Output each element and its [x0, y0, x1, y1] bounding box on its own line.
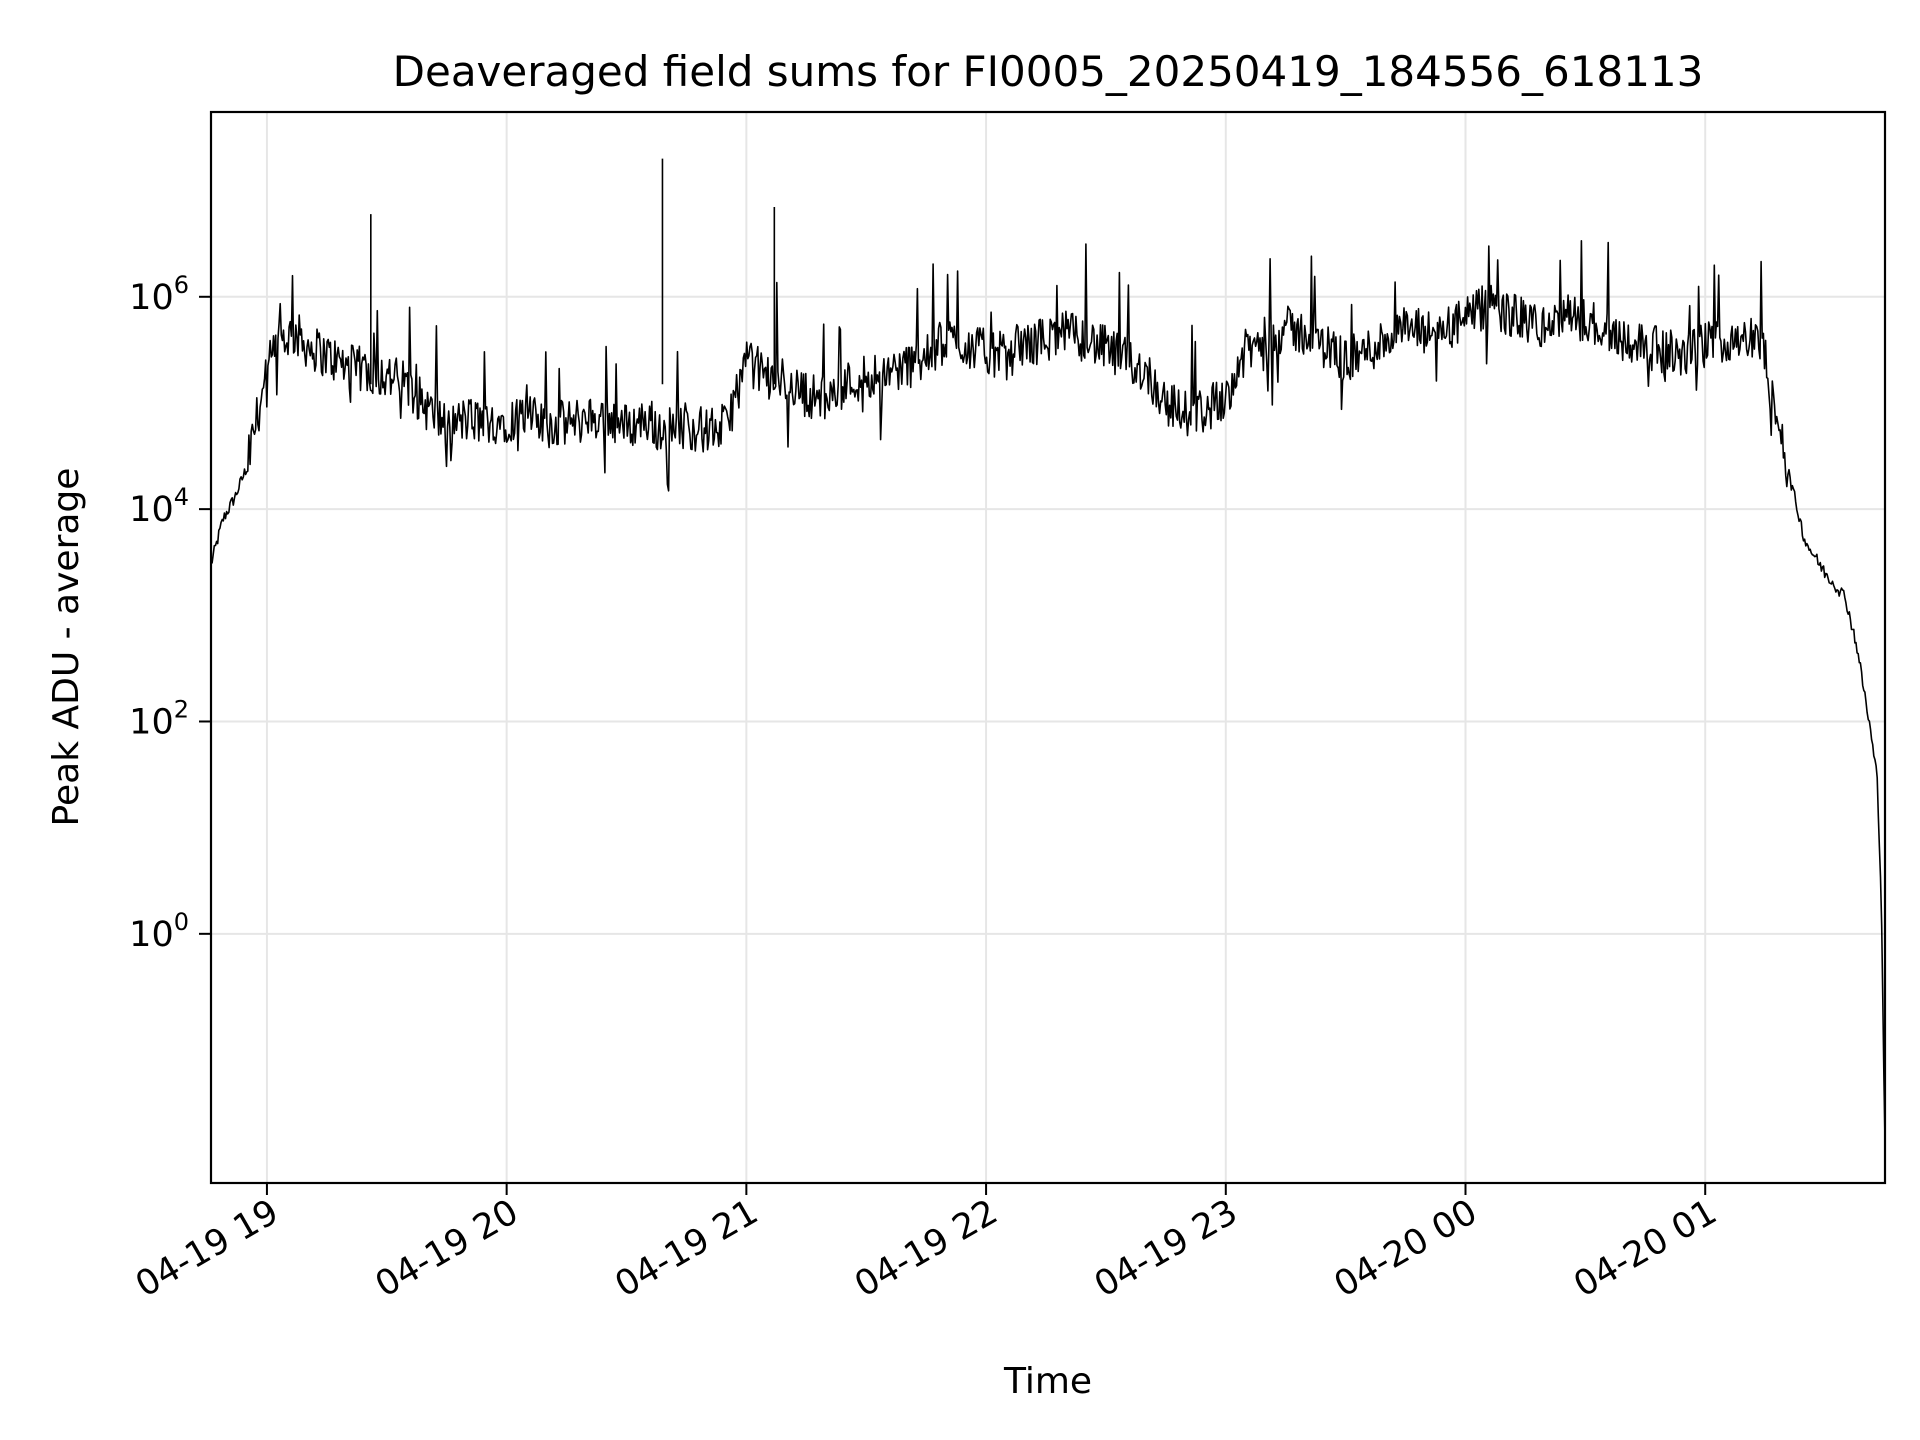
tick-layer: 04-19 19 04-19 20 04-19 21 04-19 22 04-19 23…	[129, 271, 1724, 1306]
series-line	[210, 240, 1886, 1142]
x-tick-label: 04-19 19	[129, 1192, 285, 1305]
x-tick-label: 04-19 21	[609, 1192, 765, 1305]
x-axis-label: Time	[1003, 1361, 1092, 1402]
y-tick-label: 106	[129, 271, 189, 318]
chart-title: Deaveraged field sums for FI0005_2025041…	[393, 47, 1704, 96]
y-axis-label: Peak ADU - average	[46, 468, 87, 827]
x-tick-label: 04-19 22	[848, 1192, 1004, 1305]
x-tick-label: 04-20 00	[1328, 1192, 1484, 1305]
y-tick-label: 104	[129, 483, 189, 530]
x-tick-label: 04-20 01	[1567, 1192, 1723, 1305]
plot-frame	[209, 110, 1887, 1185]
y-tick-label: 102	[129, 695, 189, 742]
grid-layer	[211, 112, 1885, 1183]
y-tick-label: 100	[129, 908, 189, 955]
x-tick-label: 04-19 20	[369, 1192, 525, 1305]
series-layer	[210, 158, 1886, 1142]
x-tick-label: 04-19 23	[1088, 1192, 1244, 1305]
